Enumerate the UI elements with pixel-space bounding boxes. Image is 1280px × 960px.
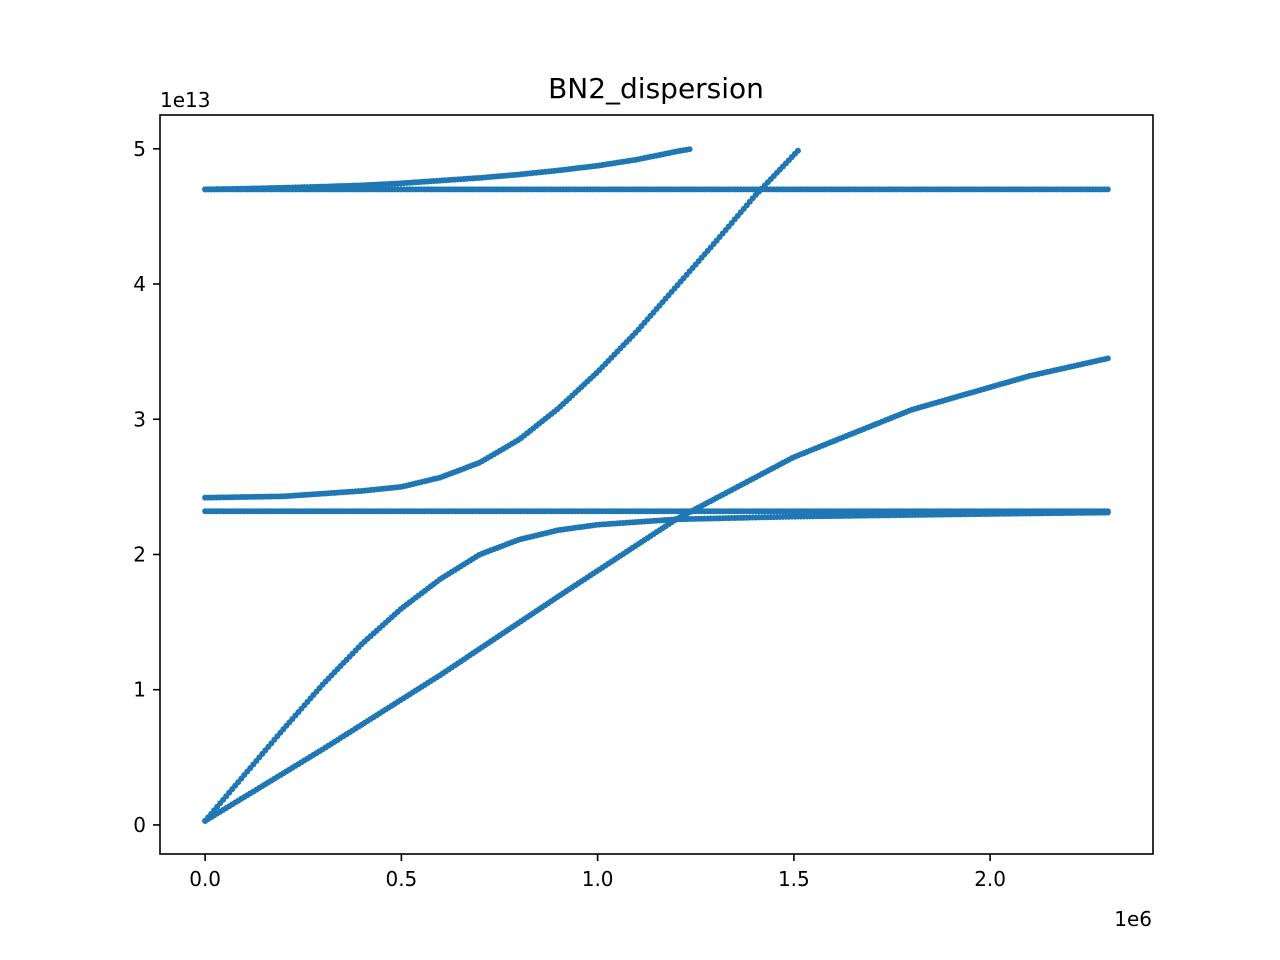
- y-tick-label: 5: [133, 137, 146, 161]
- x-tick-label: 1.0: [582, 867, 614, 891]
- series-2: [202, 186, 1111, 193]
- series-5: [202, 509, 1111, 824]
- y-tick-label: 3: [133, 407, 146, 431]
- axes-frame: [159, 114, 1154, 855]
- data-points: [202, 146, 1111, 824]
- y-axis-offset-label: 1e13: [160, 88, 210, 112]
- data-point: [1104, 355, 1111, 362]
- x-axis-offset-label: 1e6: [1114, 907, 1152, 931]
- x-tick-label: 0.0: [189, 867, 221, 891]
- data-point: [686, 146, 693, 153]
- y-tick-label: 4: [133, 272, 146, 296]
- y-tick-label: 2: [133, 542, 146, 566]
- series-3: [202, 147, 801, 501]
- chart-title: BN2_dispersion: [548, 72, 764, 105]
- x-tick-label: 1.5: [778, 867, 810, 891]
- y-tick-label: 1: [133, 678, 146, 702]
- series-1: [202, 146, 693, 193]
- axis-ticks: 0.0 0.5 1.0 1.5 2.0 0 1 2 3 4 5: [133, 137, 1006, 891]
- x-tick-label: 0.5: [385, 867, 417, 891]
- data-point: [794, 147, 801, 154]
- data-point: [1104, 509, 1111, 516]
- x-tick-label: 2.0: [974, 867, 1006, 891]
- y-tick-label: 0: [133, 813, 146, 837]
- series-6: [202, 355, 1111, 824]
- data-point: [1104, 186, 1111, 193]
